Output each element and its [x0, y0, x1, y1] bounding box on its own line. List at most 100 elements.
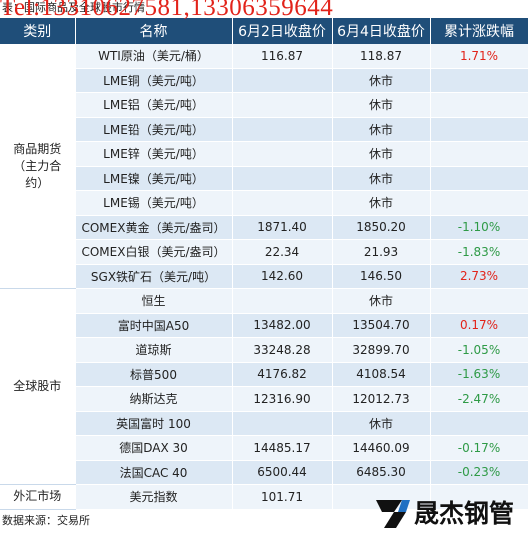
price-cell: 4176.82: [232, 362, 333, 387]
price-cell: 142.60: [232, 264, 333, 289]
price-cell: 118.87: [332, 44, 431, 69]
name-cell: LME铝（美元/吨）: [75, 92, 233, 118]
closed-cell: 休市: [332, 288, 431, 314]
empty-cell: [430, 484, 528, 510]
empty-cell: [232, 92, 333, 118]
empty-cell: [232, 411, 333, 436]
name-cell: 美元指数: [75, 484, 233, 510]
logo-text: 晟杰钢管: [414, 499, 515, 528]
empty-cell: [430, 411, 528, 436]
closed-cell: 休市: [332, 117, 431, 142]
closed-cell: 休市: [332, 92, 431, 118]
name-cell: LME铅（美元/吨）: [75, 117, 233, 142]
empty-cell: [430, 288, 528, 314]
price-cell: 14460.09: [332, 435, 431, 461]
name-cell: SGX铁矿石（美元/吨）: [75, 264, 233, 289]
header-cell: 类别: [0, 18, 76, 44]
change-cell: -2.47%: [430, 386, 528, 412]
name-cell: WTI原油（美元/桶）: [75, 44, 233, 69]
price-cell: 1850.20: [332, 215, 431, 240]
name-cell: 法国CAC 40: [75, 460, 233, 485]
price-cell: 33248.28: [232, 337, 333, 363]
table-row: COMEX白银（美元/盎司） 22.34 21.93 -1.83%: [0, 239, 528, 265]
price-cell: 6500.44: [232, 460, 333, 485]
table-row: 商品期货（主力合约） WTI原油（美元/桶） 116.87 118.87 1.71%: [0, 44, 528, 289]
price-cell: 101.71: [232, 484, 333, 510]
category-cell: 商品期货（主力合约）: [0, 44, 76, 289]
name-cell: COMEX黄金（美元/盎司）: [75, 215, 233, 240]
name-cell: 富时中国A50: [75, 313, 233, 338]
price-cell: 146.50: [332, 264, 431, 289]
price-cell: 12012.73: [332, 386, 431, 412]
price-cell: 13482.00: [232, 313, 333, 338]
header-cell: 6月4日收盘价: [332, 18, 431, 44]
logo-icon: [376, 500, 410, 528]
name-cell: 纳斯达克: [75, 386, 233, 412]
change-cell: -1.10%: [430, 215, 528, 240]
header-cell: 6月2日收盘价: [232, 18, 333, 44]
closed-cell: 休市: [332, 141, 431, 167]
empty-cell: [232, 117, 333, 142]
empty-cell: [430, 92, 528, 118]
empty-cell: [232, 141, 333, 167]
price-cell: 6485.30: [332, 460, 431, 485]
name-cell: 标普500: [75, 362, 233, 387]
change-cell: -0.23%: [430, 460, 528, 485]
category-cell: 全球股市: [0, 288, 76, 485]
market-table: 类别 名称 6月2日收盘价 6月4日收盘价 累计涨跌幅 商品期货（主力合约） WTI原油（…: [0, 18, 528, 510]
closed-cell: 休市: [332, 190, 431, 216]
source: 数据来源：交易所: [2, 514, 90, 527]
table-row: 纳斯达克 12316.90 12012.73 -2.47%: [0, 386, 528, 412]
empty-cell: [232, 166, 333, 191]
empty-cell: [430, 166, 528, 191]
empty-cell: [430, 141, 528, 167]
header-cell: 累计涨跌幅: [430, 18, 528, 44]
price-cell: 13504.70: [332, 313, 431, 338]
table-row: 全球股市 恒生 休市: [0, 288, 528, 485]
empty-cell: [232, 288, 333, 314]
change-cell: -1.63%: [430, 362, 528, 387]
name-cell: 德国DAX 30: [75, 435, 233, 461]
table-row: 道琼斯 33248.28 32899.70 -1.05%: [0, 337, 528, 363]
change-cell: 2.73%: [430, 264, 528, 289]
table-row: LME铝（美元/吨） 休市: [0, 92, 528, 118]
table-row: LME镍（美元/吨） 休市: [0, 166, 528, 191]
name-cell: 恒生: [75, 288, 233, 314]
price-cell: 12316.90: [232, 386, 333, 412]
price-cell: 32899.70: [332, 337, 431, 363]
header-cell: 名称: [75, 18, 233, 44]
price-cell: 1871.40: [232, 215, 333, 240]
closed-cell: 休市: [332, 166, 431, 191]
logo: 晟杰钢管: [370, 490, 528, 534]
name-cell: 英国富时 100: [75, 411, 233, 436]
table-row: SGX铁矿石（美元/吨） 142.60 146.50 2.73%: [0, 264, 528, 289]
table-row: LME锌（美元/吨） 休市: [0, 141, 528, 167]
change-cell: -0.17%: [430, 435, 528, 461]
caption: 表：国际商品及全球股市行情: [2, 1, 145, 14]
name-cell: LME铜（美元/吨）: [75, 68, 233, 93]
name-cell: LME镍（美元/吨）: [75, 166, 233, 191]
change-cell: -1.83%: [430, 239, 528, 265]
name-cell: COMEX白银（美元/盎司）: [75, 239, 233, 265]
empty-cell: [430, 190, 528, 216]
empty-cell: [232, 68, 333, 93]
empty-cell: [232, 190, 333, 216]
price-cell: 21.93: [332, 239, 431, 265]
watermark: Tel:13310627581,13306359644: [0, 0, 334, 21]
table-row: 标普500 4176.82 4108.54 -1.63%: [0, 362, 528, 387]
table-row: LME铅（美元/吨） 休市: [0, 117, 528, 142]
table-row: 德国DAX 30 14485.17 14460.09 -0.17%: [0, 435, 528, 461]
price-cell: 4108.54: [332, 362, 431, 387]
price-cell: 14485.17: [232, 435, 333, 461]
table-row: LME锡（美元/吨） 休市: [0, 190, 528, 216]
header-row: 类别 名称 6月2日收盘价 6月4日收盘价 累计涨跌幅: [0, 18, 528, 44]
name-cell: LME锌（美元/吨）: [75, 141, 233, 167]
table-row: COMEX黄金（美元/盎司） 1871.40 1850.20 -1.10%: [0, 215, 528, 240]
table-row: 法国CAC 40 6500.44 6485.30 -0.23%: [0, 460, 528, 485]
change-cell: -1.05%: [430, 337, 528, 363]
table-row: LME铜（美元/吨） 休市: [0, 68, 528, 93]
name-cell: 道琼斯: [75, 337, 233, 363]
closed-cell: 休市: [332, 411, 431, 436]
empty-cell: [430, 117, 528, 142]
